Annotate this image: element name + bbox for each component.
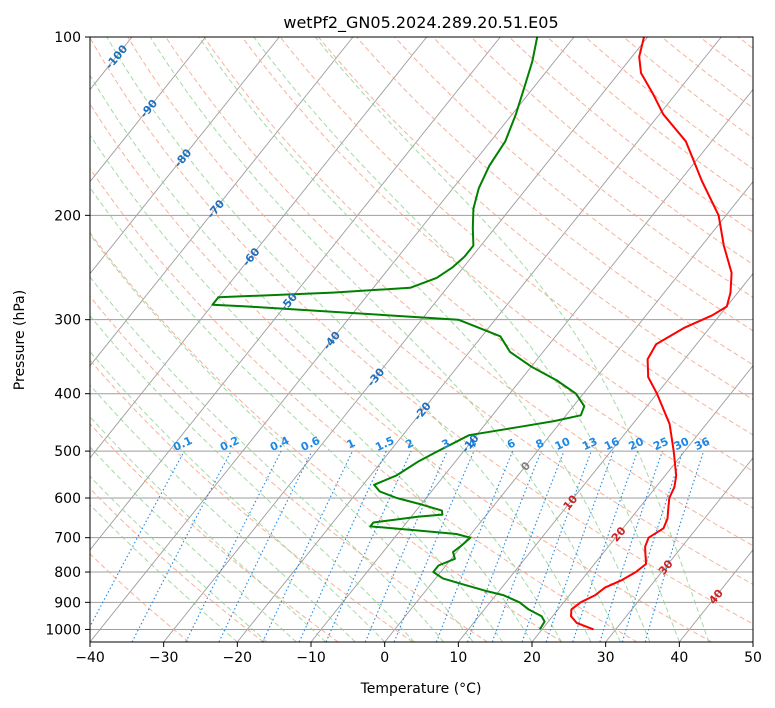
dry-adiabat-line bbox=[90, 487, 264, 642]
x-tick-label: 0 bbox=[380, 650, 389, 666]
moist-adiabat-line bbox=[90, 233, 474, 642]
mixing-ratio-line bbox=[325, 450, 412, 642]
dry-adiabat-line bbox=[90, 167, 638, 642]
mixing-ratio-line bbox=[185, 450, 282, 642]
x-tick-label: −10 bbox=[296, 650, 326, 666]
mixing-ratio-line bbox=[90, 450, 185, 628]
dry-adiabat-line bbox=[394, 37, 753, 332]
mixing-ratio-line bbox=[364, 450, 448, 642]
dry-adiabat-line bbox=[203, 37, 753, 509]
dry-adiabat-line bbox=[165, 37, 753, 547]
isotherm-line bbox=[457, 272, 753, 642]
moist-adiabat-line bbox=[90, 350, 386, 642]
mixing-ratio-label: 30 bbox=[672, 435, 692, 453]
dry-adiabat-line bbox=[90, 359, 414, 642]
moist-adiabat-line bbox=[90, 134, 533, 642]
x-tick-label: 40 bbox=[670, 650, 688, 666]
moist-adiabat-line bbox=[90, 416, 327, 642]
y-axis: 100 200 300 400 500 600 700 800 900 1000 bbox=[45, 30, 90, 638]
y-tick-label: 400 bbox=[54, 387, 81, 403]
moist-adiabat-line bbox=[253, 37, 680, 642]
chart-title: wetPf2_GN05.2024.289.20.51.E05 bbox=[283, 13, 558, 33]
moist-adiabat-line bbox=[314, 37, 710, 642]
x-tick-label: −30 bbox=[149, 650, 179, 666]
mixing-ratio-label: 16 bbox=[602, 435, 622, 453]
x-tick-label: 30 bbox=[597, 650, 615, 666]
dry-adiabat-line bbox=[356, 37, 753, 366]
mixing-ratio-label: 10 bbox=[553, 435, 573, 453]
x-tick-label: −40 bbox=[75, 650, 105, 666]
mixing-ratio-label: 25 bbox=[651, 435, 670, 453]
x-tick-label: 50 bbox=[744, 650, 762, 666]
isotherm-line bbox=[90, 37, 575, 642]
moist-adiabat-line bbox=[106, 37, 592, 642]
y-axis-title: Pressure (hPa) bbox=[12, 290, 28, 390]
x-tick-label: 10 bbox=[449, 650, 467, 666]
mixing-ratio-label: 13 bbox=[580, 435, 599, 453]
mixing-ratio-line bbox=[491, 450, 565, 642]
y-tick-label: 500 bbox=[54, 444, 81, 460]
mixing-ratio-line bbox=[644, 450, 705, 642]
moist-adiabat-line bbox=[90, 186, 503, 642]
isotherm-line bbox=[236, 37, 722, 642]
dry-adiabat-line bbox=[90, 295, 488, 642]
isotherm-line bbox=[163, 37, 649, 642]
y-tick-label: 800 bbox=[54, 565, 81, 581]
dry-adiabat-line bbox=[90, 103, 712, 642]
mixing-ratio-line bbox=[435, 450, 514, 642]
profile-lines bbox=[211, 37, 733, 631]
y-tick-label: 100 bbox=[54, 30, 81, 46]
dry-adiabat-line bbox=[432, 37, 753, 298]
mixing-ratio-line bbox=[545, 450, 614, 642]
x-tick-label: −20 bbox=[223, 650, 253, 666]
mixing-ratio-line bbox=[466, 450, 542, 642]
isotherm-line bbox=[90, 37, 354, 367]
isotherm-line bbox=[605, 457, 753, 642]
mixing-ratio-line bbox=[521, 450, 592, 642]
mixing-ratio-label: 36 bbox=[692, 435, 712, 453]
mixing-ratio-line bbox=[572, 450, 639, 642]
mixing-ratio-line bbox=[599, 450, 663, 642]
dry-adiabat-line bbox=[90, 37, 753, 625]
dry-adiabat-line bbox=[90, 553, 190, 642]
isotherm-line bbox=[90, 37, 280, 275]
dry-adiabat-line bbox=[90, 423, 339, 642]
x-tick-label: 20 bbox=[523, 650, 541, 666]
moist-adiabat-line bbox=[90, 314, 415, 642]
moist-adiabat-line bbox=[198, 37, 651, 642]
isotherm-line bbox=[531, 365, 753, 642]
mixing-ratio-line bbox=[621, 450, 684, 642]
moist-adiabat-line bbox=[149, 37, 621, 642]
dewpoint-profile bbox=[211, 37, 586, 630]
mixing-ratio-line bbox=[393, 450, 475, 642]
isotherm-line bbox=[90, 37, 207, 183]
x-axis-title: Temperature (°C) bbox=[360, 681, 482, 697]
dry-adiabat-line bbox=[279, 37, 753, 436]
y-tick-label: 700 bbox=[54, 531, 81, 547]
moist-adiabat-line bbox=[90, 384, 356, 642]
dry-adiabat-line bbox=[241, 37, 753, 472]
y-tick-label: 200 bbox=[54, 208, 81, 224]
mixing-ratio-label: 20 bbox=[627, 435, 647, 453]
y-tick-label: 600 bbox=[54, 491, 81, 507]
moist-adiabat-line bbox=[90, 276, 444, 642]
x-axis: −40 −30 −20 −10 0 10 20 30 40 50 bbox=[75, 642, 762, 666]
temperature-profile bbox=[570, 37, 733, 631]
moist-adiabat-line bbox=[90, 475, 268, 642]
moist-adiabat-line bbox=[90, 446, 297, 642]
isotherm-line bbox=[310, 88, 753, 642]
y-tick-label: 900 bbox=[54, 595, 81, 611]
isotherm-line bbox=[90, 37, 428, 459]
y-tick-label: 1000 bbox=[45, 622, 81, 638]
plot-frame bbox=[89, 36, 754, 643]
background-lines bbox=[90, 37, 753, 642]
y-tick-label: 300 bbox=[54, 313, 81, 329]
